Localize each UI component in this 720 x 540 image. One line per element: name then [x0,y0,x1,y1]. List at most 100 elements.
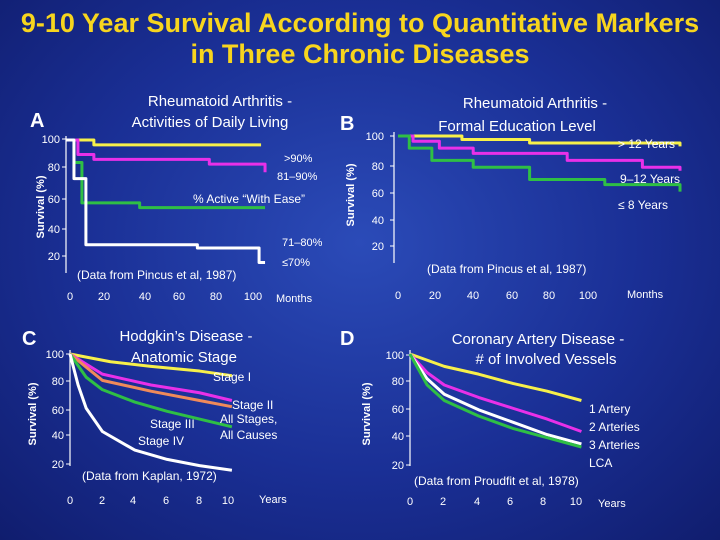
chart-c-ytick-40: 40 [52,430,64,442]
chart-b-ytick-100: 100 [366,131,384,143]
chart-b-label-gt12: > 12 Years [618,137,675,151]
chart-b-title-line1: Rheumatoid Arthritis - [463,95,607,112]
chart-c-xtick-2: 2 [99,495,105,507]
chart-d-xtick-8: 8 [540,496,546,508]
chart-b-title-line2: Formal Education Level [438,118,596,135]
chart-c-title-line1: Hodgkin’s Disease - [119,328,252,345]
chart-c-ytick-60: 60 [52,405,64,417]
chart-b-xlabel: Months [627,289,664,301]
chart-a-plot: 0 20 40 60 80 100 20 40 60 80 100 [42,134,267,303]
chart-c-label-stage4: Stage IV [138,434,184,448]
chart-a-xtick-0: 0 [67,291,73,303]
chart-a-ytick-20: 20 [48,251,60,263]
chart-a-ytick-40: 40 [48,224,60,236]
chart-a-xtick-40: 40 [139,291,151,303]
chart-d-xtick-6: 6 [507,496,513,508]
chart-b-series-0 [398,134,682,147]
chart-d-series-2 [408,353,582,446]
chart-c-ytick-100: 100 [46,349,64,361]
chart-c-label-stage1: Stage I [213,370,251,384]
chart-c-source: (Data from Kaplan, 1972) [82,469,217,483]
chart-b-plot: 0 20 40 60 80 100 20 40 60 80 100 [366,131,682,302]
chart-c-xtick-6: 6 [163,495,169,507]
chart-c-label-allcauses: All Causes [220,428,277,442]
chart-a-series-1 [66,138,267,173]
chart-a-series-0 [66,138,262,147]
chart-c-series-0 [69,352,233,378]
chart-c-label-stage2: Stage II [232,398,273,412]
chart-d-title-line2: # of Involved Vessels [476,351,617,368]
chart-b-label-le8: ≤ 8 Years [618,198,668,212]
chart-d-series-3 [408,353,582,449]
chart-c-plot: 0 2 4 6 8 10 20 40 60 80 100 [46,349,234,507]
chart-b-xtick-60: 60 [506,290,518,302]
chart-a-xlabel: Months [276,293,313,305]
chart-a-title-line1: Rheumatoid Arthritis - [148,93,292,110]
chart-a-label-81-90: 81–90% [277,171,318,183]
chart-b-ylabel: Survival (%) [345,163,357,226]
page-title: 9-10 Year Survival According to Quantita… [0,8,720,70]
chart-d-xtick-0: 0 [407,496,413,508]
chart-c-series-2 [69,352,233,409]
chart-c-series-3 [68,353,233,429]
chart-a-series-3 [66,138,266,264]
chart-b-ytick-60: 60 [372,188,384,200]
chart-d-xlabel: Years [598,498,626,510]
chart-d-ytick-60: 60 [392,404,404,416]
chart-d-ytick-20: 20 [392,460,404,472]
chart-a-xtick-80: 80 [210,291,222,303]
chart-a-title-line2: Activities of Daily Living [132,114,289,131]
chart-d-label-1artery: 1 Artery [589,402,630,416]
chart-a-label-gt90: >90% [284,153,313,165]
chart-b-xtick-80: 80 [543,290,555,302]
chart-b-series-1 [398,134,682,171]
chart-b-label-9-12: 9–12 Years [620,172,680,186]
chart-a-label-71-80: 71–80% [282,237,323,249]
chart-d-series-1 [408,352,582,433]
chart-a-source: (Data from Pincus et al, 1987) [77,268,236,282]
panel-letter-c: C [22,328,36,350]
chart-b-series-2 [398,134,682,192]
chart-c-xtick-10: 10 [222,495,234,507]
chart-a-ytick-100: 100 [42,134,60,146]
chart-a-xtick-100: 100 [244,291,262,303]
chart-c-label-allstages: All Stages, [220,412,277,426]
chart-b-ytick-20: 20 [372,241,384,253]
chart-c-series-1 [69,352,233,402]
chart-d-ylabel: Survival (%) [361,382,373,445]
chart-d-source: (Data from Proudfit et al, 1978) [414,474,579,488]
panel-letter-d: D [340,328,354,350]
chart-a-label-le70: ≤70% [282,257,310,269]
chart-c-series-4 [68,353,233,472]
chart-c-title-line2: Anatomic Stage [131,349,237,366]
chart-d-xtick-2: 2 [440,496,446,508]
chart-d-label-lca: LCA [589,456,612,470]
chart-b-xtick-100: 100 [579,290,597,302]
chart-d-title-line1: Coronary Artery Disease - [452,331,625,348]
chart-a-ylabel: Survival (%) [35,175,47,238]
chart-a-xtick-20: 20 [98,291,110,303]
chart-a-xtick-60: 60 [173,291,185,303]
chart-d-xtick-4: 4 [474,496,480,508]
chart-c-label-stage3: Stage III [150,417,195,431]
chart-c-xtick-8: 8 [196,495,202,507]
chart-c-ytick-80: 80 [52,376,64,388]
chart-c-ytick-20: 20 [52,459,64,471]
chart-d-ytick-40: 40 [392,431,404,443]
chart-a-label-active: % Active “With Ease” [193,192,305,206]
chart-b-ytick-80: 80 [372,161,384,173]
chart-b-ytick-40: 40 [372,215,384,227]
page-title-line1: 9-10 Year Survival According to Quantita… [20,8,700,38]
page-title-line2: in Three Chronic Diseases [190,39,530,69]
chart-d-label-2arteries: 2 Arteries [589,420,640,434]
chart-d-ytick-100: 100 [386,350,404,362]
panel-letter-b: B [340,113,354,135]
chart-b-xtick-20: 20 [429,290,441,302]
chart-b-xtick-0: 0 [395,290,401,302]
panel-letter-a: A [30,110,44,132]
chart-a-ytick-60: 60 [48,194,60,206]
chart-b-xtick-40: 40 [467,290,479,302]
chart-d-series-0 [409,352,582,402]
chart-d-xtick-10: 10 [570,496,582,508]
